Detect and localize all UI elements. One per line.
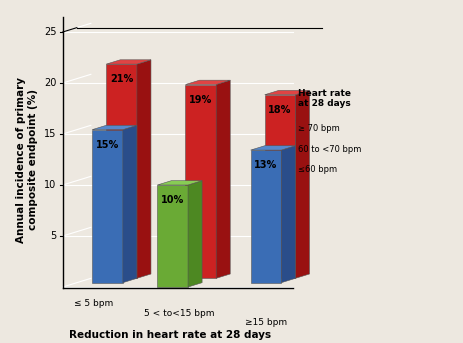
Text: 19%: 19% (189, 95, 213, 105)
Polygon shape (137, 60, 151, 278)
Text: ≤60 bpm: ≤60 bpm (298, 165, 337, 174)
Text: 10%: 10% (161, 195, 184, 205)
Text: 60 to <70 bpm: 60 to <70 bpm (298, 145, 361, 154)
Text: ≥ 70 bpm: ≥ 70 bpm (298, 125, 340, 133)
Text: Annual incidence of primary
composite endpoint (%): Annual incidence of primary composite en… (16, 76, 38, 243)
Text: 5: 5 (50, 231, 56, 241)
Text: ≤ 5 bpm: ≤ 5 bpm (74, 299, 113, 308)
Polygon shape (250, 146, 295, 150)
Text: 13%: 13% (254, 161, 278, 170)
Text: ≥15 bpm: ≥15 bpm (245, 318, 287, 327)
Text: 5 < to<15 bpm: 5 < to<15 bpm (144, 309, 215, 318)
Polygon shape (265, 95, 295, 278)
Text: 25: 25 (44, 27, 56, 37)
Text: 10: 10 (44, 180, 56, 190)
Text: 15%: 15% (96, 140, 119, 150)
Text: 20: 20 (44, 78, 56, 88)
Polygon shape (265, 91, 309, 95)
Text: 15: 15 (44, 129, 56, 139)
Polygon shape (92, 125, 137, 130)
Polygon shape (295, 91, 309, 278)
Text: 18%: 18% (269, 105, 292, 115)
Polygon shape (123, 125, 137, 283)
Text: 21%: 21% (110, 74, 133, 84)
Polygon shape (157, 185, 188, 287)
Polygon shape (188, 181, 202, 287)
Polygon shape (186, 80, 230, 84)
Polygon shape (157, 181, 202, 185)
Polygon shape (216, 80, 230, 278)
Polygon shape (92, 130, 123, 283)
Polygon shape (106, 60, 151, 64)
Polygon shape (106, 64, 137, 278)
Polygon shape (250, 150, 282, 283)
Polygon shape (282, 146, 295, 283)
Text: Heart rate
at 28 days: Heart rate at 28 days (298, 88, 351, 108)
Polygon shape (186, 84, 216, 278)
Text: Reduction in heart rate at 28 days: Reduction in heart rate at 28 days (69, 330, 271, 340)
